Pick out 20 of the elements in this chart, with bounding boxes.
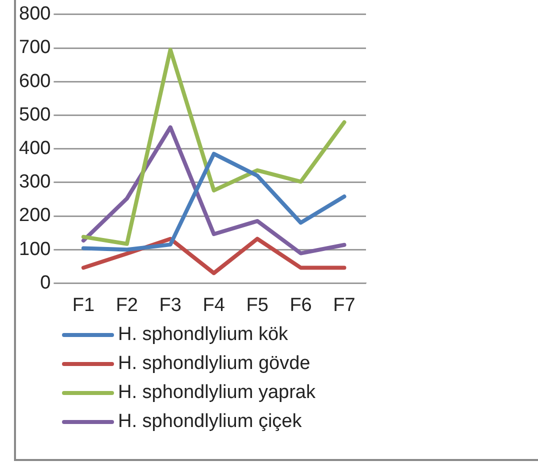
y-tick-label: 800: [19, 4, 51, 25]
x-tick-label: F2: [116, 294, 138, 316]
x-tick-label: F5: [246, 294, 268, 316]
y-tick-label: 300: [19, 172, 51, 193]
x-tick-label: F4: [202, 294, 226, 316]
x-tick-label: F3: [159, 294, 182, 316]
y-tick-label: 700: [19, 37, 51, 58]
y-tick-label: 200: [19, 205, 51, 226]
legend-label: H. sphondlylium yaprak: [118, 382, 316, 404]
y-tick-label: 100: [19, 238, 51, 260]
y-tick-label: 0: [40, 272, 51, 294]
x-tick-label: F6: [290, 294, 312, 316]
x-tick-label: F7: [333, 294, 356, 316]
legend-label: H. sphondlylium çiçek: [118, 410, 302, 432]
y-tick-label: 500: [19, 104, 51, 126]
y-tick-label: 600: [19, 70, 51, 92]
legend-label: H. sphondlylium kök: [118, 324, 288, 346]
x-tick-label: F1: [72, 294, 95, 316]
y-tick-label: 400: [19, 138, 51, 160]
legend-label: H. sphondlylium gövde: [118, 352, 310, 374]
